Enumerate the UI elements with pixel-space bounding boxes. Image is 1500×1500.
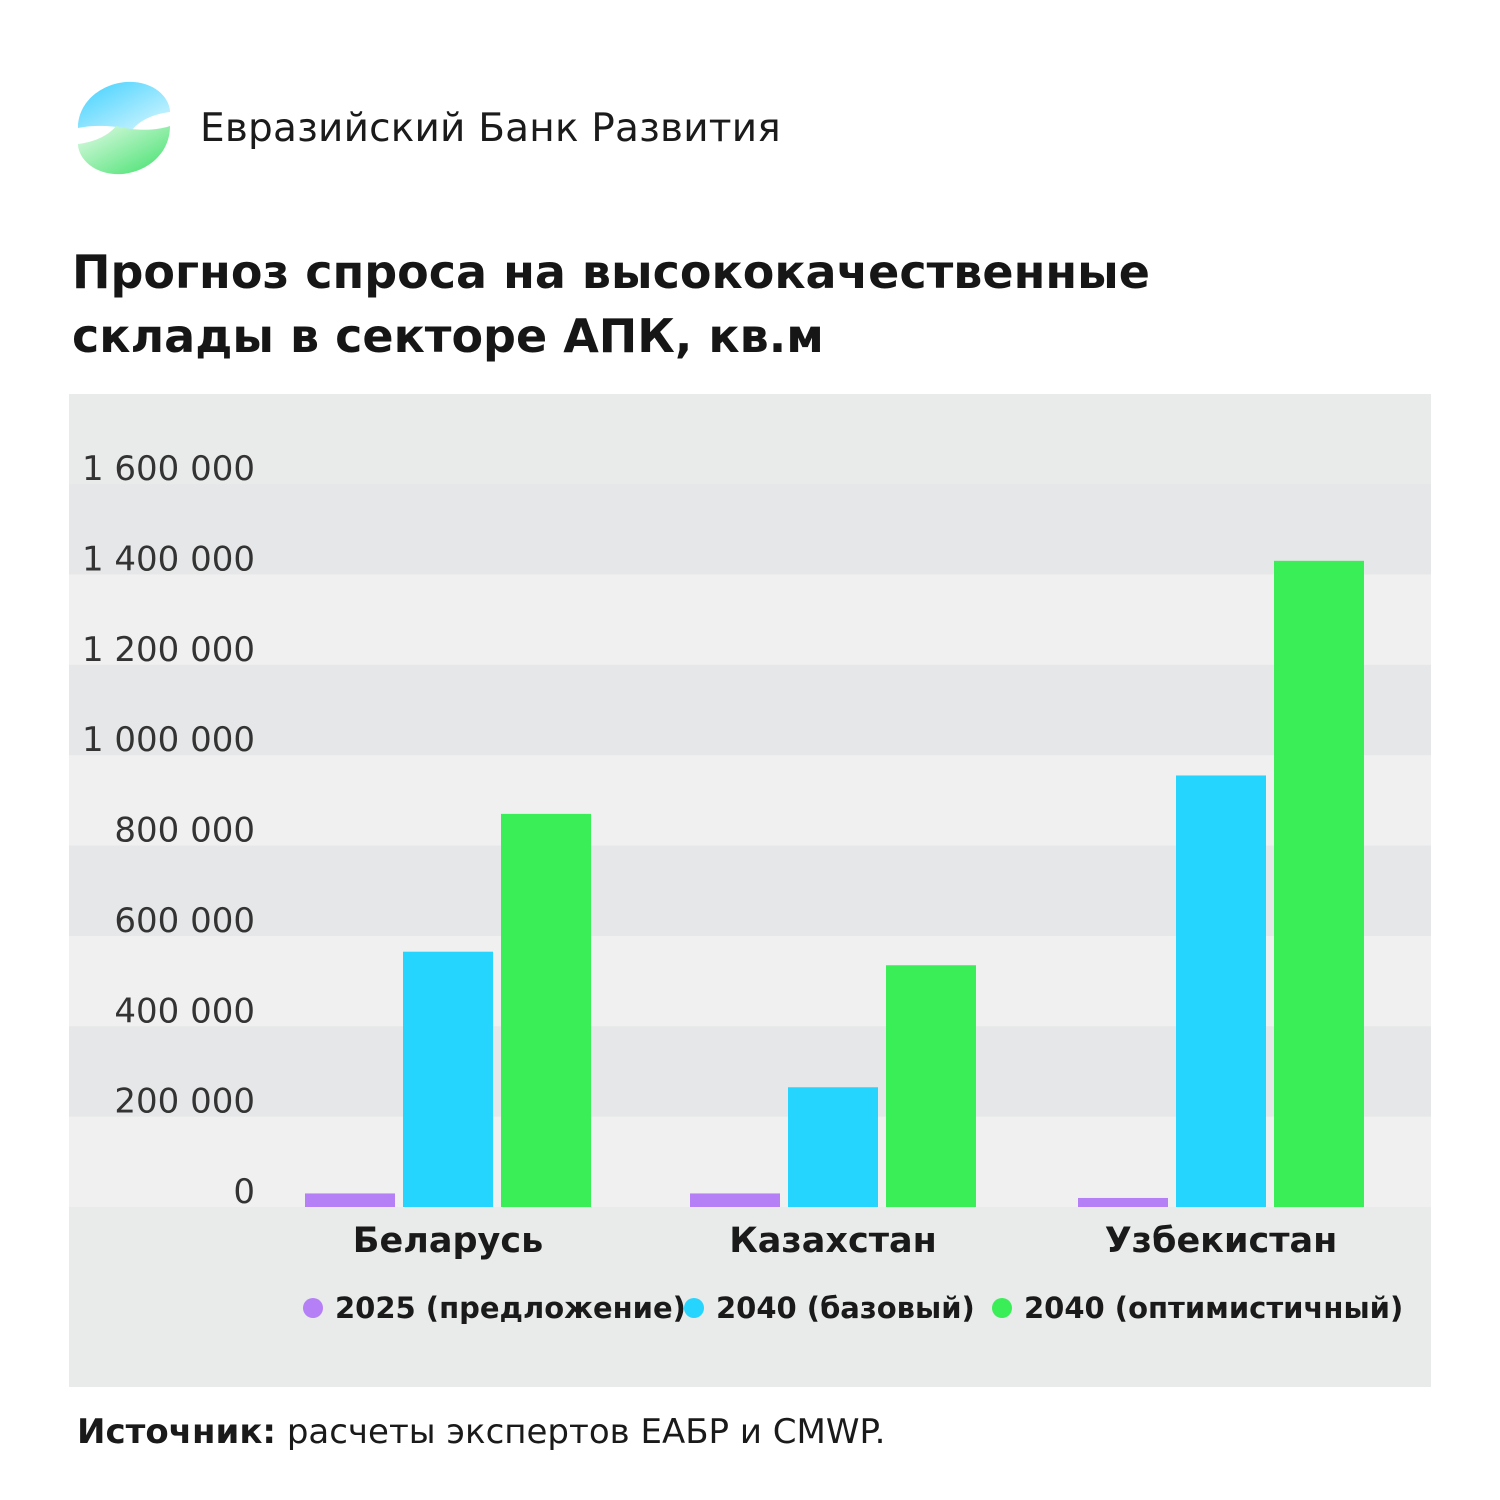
bar-1-1	[788, 1087, 878, 1207]
bar-0-1	[403, 951, 493, 1207]
y-tick-label: 1 400 000	[82, 539, 255, 579]
y-tick-label: 1 000 000	[82, 720, 255, 760]
y-tick-label: 0	[233, 1172, 255, 1212]
x-category-label: Узбекистан	[1105, 1221, 1338, 1261]
y-tick-label: 1 600 000	[82, 449, 255, 489]
brand: Евразийский Банк Развития	[74, 78, 781, 178]
y-tick-label: 800 000	[114, 811, 255, 851]
brand-name: Евразийский Банк Развития	[200, 105, 781, 151]
bar-2-2	[1274, 560, 1364, 1207]
legend-label: 2040 (оптимистичный)	[1024, 1291, 1403, 1325]
y-tick-label: 200 000	[114, 1082, 255, 1122]
grid-band	[69, 664, 1431, 756]
x-category-label: Казахстан	[729, 1221, 937, 1261]
bar-chart: 0 200 000 400 000 600 000 800 000 1 000 000 1 …	[69, 394, 1431, 1387]
legend-label: 2025 (предложение)	[335, 1291, 686, 1325]
y-tick-label: 1 200 000	[82, 630, 255, 670]
bar-2-0	[1078, 1197, 1168, 1207]
chart-title: Прогноз спроса на высококачественные скл…	[72, 240, 1372, 368]
legend-marker	[992, 1298, 1012, 1318]
chart-title-line-1: Прогноз спроса на высококачественные	[72, 245, 1150, 299]
eadb-logo-icon	[78, 81, 170, 175]
legend-marker	[684, 1298, 704, 1318]
bar-1-2	[886, 965, 976, 1207]
chart-title-line-2: склады в секторе АПК, кв.м	[72, 309, 824, 363]
grid-band	[69, 484, 1431, 575]
legend-marker	[303, 1298, 323, 1318]
grid-band	[69, 574, 1431, 665]
bar-2-1	[1176, 775, 1266, 1207]
bar-1-0	[690, 1193, 780, 1207]
chart-panel: 0 200 000 400 000 600 000 800 000 1 000 000 1 …	[69, 394, 1431, 1387]
source-text: расчеты экспертов ЕАБР и CMWP.	[276, 1412, 886, 1452]
bar-0-0	[305, 1193, 395, 1207]
y-tick-label: 600 000	[114, 901, 255, 941]
bar-0-2	[501, 813, 591, 1207]
y-tick-label: 400 000	[114, 991, 255, 1031]
source-label: Источник:	[77, 1412, 277, 1452]
legend-label: 2040 (базовый)	[716, 1291, 975, 1325]
x-category-label: Беларусь	[353, 1221, 543, 1261]
source-note: Источник: расчеты экспертов ЕАБР и CMWP.	[77, 1412, 885, 1452]
